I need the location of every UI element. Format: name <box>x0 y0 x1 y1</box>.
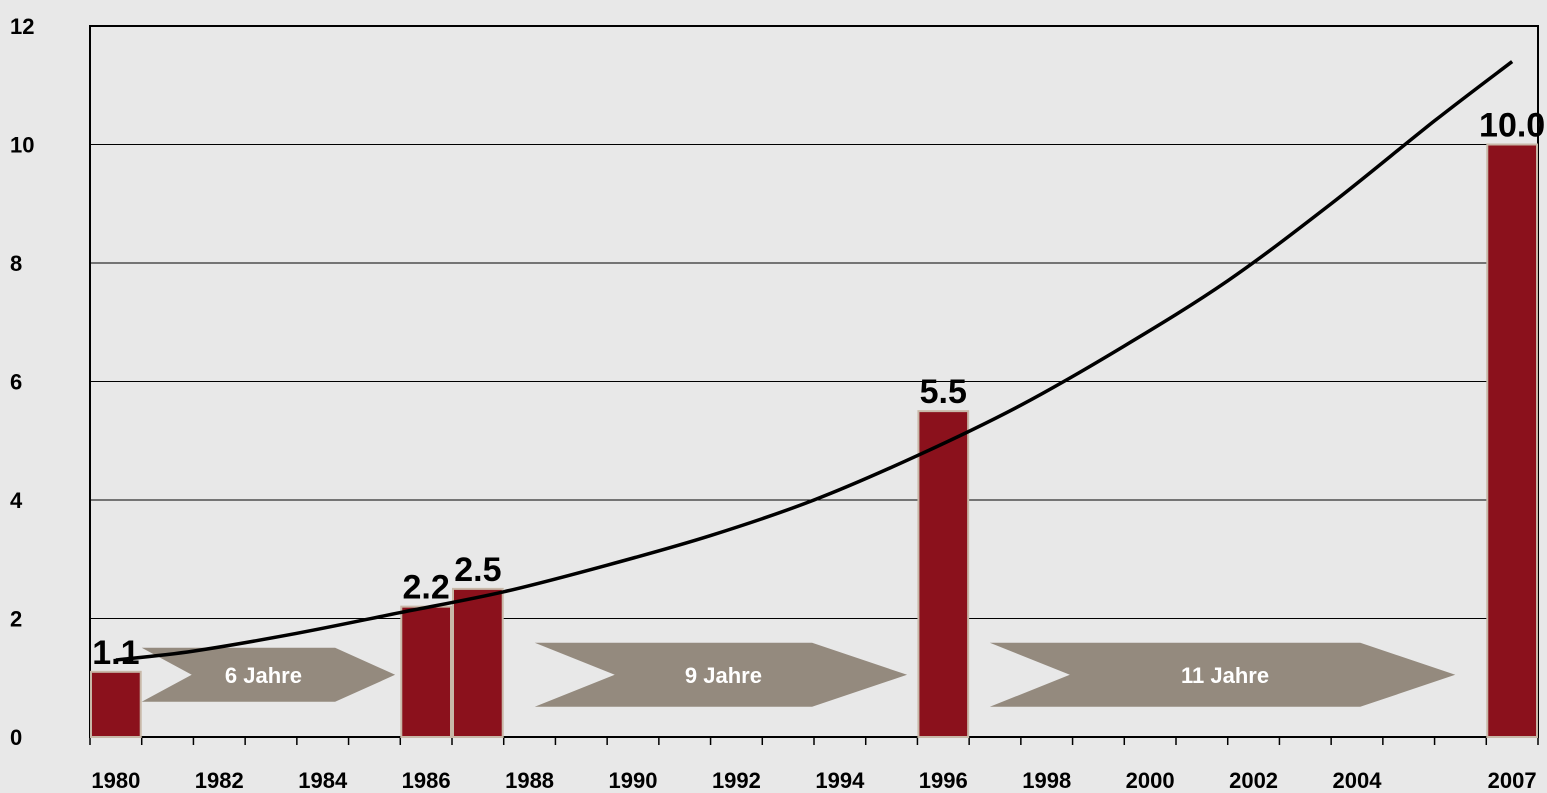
bar-value-label: 2.2 <box>403 569 450 607</box>
bar-value-label: 1.1 <box>92 634 139 672</box>
x-tick-label: 1992 <box>712 768 761 793</box>
bar <box>452 587 504 738</box>
x-tick-label: 1984 <box>298 768 348 793</box>
y-tick-label: 2 <box>10 607 22 632</box>
arrow-label: 6 Jahre <box>225 663 302 688</box>
y-tick-label: 4 <box>10 488 23 513</box>
bar-value-label: 5.5 <box>920 373 967 411</box>
bar-value-label: 10.0 <box>1479 107 1545 145</box>
x-tick-label: 1994 <box>815 768 865 793</box>
bar-value-label: 2.5 <box>454 551 501 589</box>
x-tick-label: 1988 <box>505 768 554 793</box>
y-tick-label: 8 <box>10 251 22 276</box>
arrow-label: 9 Jahre <box>685 663 762 688</box>
duration-arrow <box>989 642 1456 707</box>
duration-arrows: 6 Jahre 9 Jahre 11 Jahre <box>141 642 1456 707</box>
x-tick-label: 1982 <box>195 768 244 793</box>
bar <box>917 410 970 738</box>
x-tick-label: 2007 <box>1488 768 1537 793</box>
y-axis-labels: 0 2 4 6 8 10 12 <box>10 14 34 750</box>
bar-labels: 1.1 2.2 2.5 5.5 10.0 <box>92 107 1545 672</box>
x-tick-label: 1998 <box>1022 768 1071 793</box>
bar <box>400 605 452 739</box>
x-tick-label: 1990 <box>609 768 658 793</box>
y-tick-label: 10 <box>10 133 34 158</box>
x-axis: 1980 1982 1984 1986 1988 1990 1992 1994 1996 1998… <box>89 737 1539 793</box>
x-tick-label: 2000 <box>1126 768 1175 793</box>
bar <box>1486 143 1539 738</box>
y-tick-label: 0 <box>10 725 22 750</box>
duration-arrow <box>534 642 908 707</box>
x-tick-label: 1980 <box>91 768 140 793</box>
x-tick-label: 2002 <box>1229 768 1278 793</box>
x-tick-label: 1996 <box>919 768 968 793</box>
y-tick-label: 12 <box>10 14 34 39</box>
duration-arrow <box>141 647 396 702</box>
y-tick-label: 6 <box>10 370 22 395</box>
bar <box>90 670 142 739</box>
grid-lines <box>90 144 1538 619</box>
trend-line <box>115 60 1514 662</box>
x-tick-label: 2004 <box>1333 768 1383 793</box>
arrow-label: 11 Jahre <box>1181 663 1269 688</box>
x-tick-label: 1986 <box>402 768 451 793</box>
bars <box>90 143 1539 739</box>
